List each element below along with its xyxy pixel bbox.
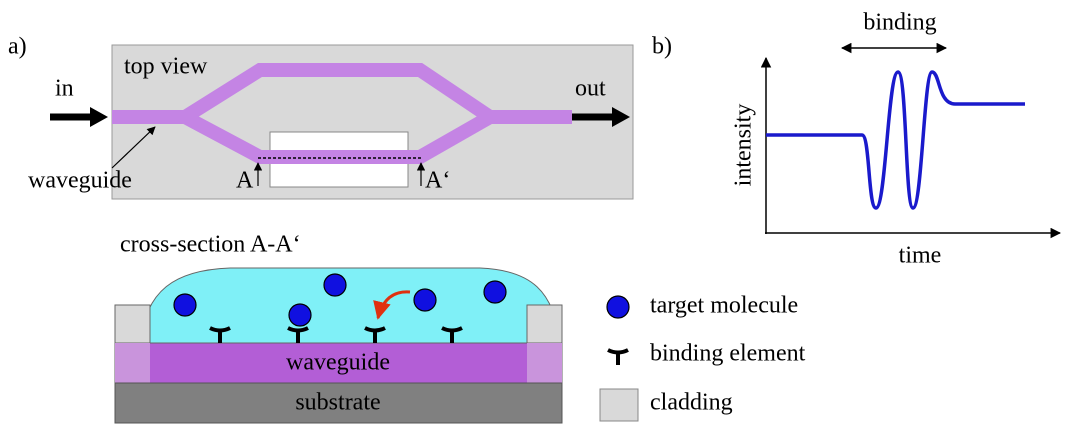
cladding-right [527,305,562,343]
legend-molecule [607,296,629,318]
page: a) top view in out waveguide A A‘ cross-… [0,0,1065,425]
panel-label: a) [8,34,27,60]
molecule [174,294,196,316]
binding-annotation: binding [863,10,936,36]
intensity-curve [766,72,1025,208]
y-axis-label: intensity [731,104,757,187]
marker-left: A [236,168,254,194]
figure: a) top view in out waveguide A A‘ cross-… [0,0,1065,425]
output-label: out [575,76,606,102]
waveguide-clad-left [115,343,150,383]
legend-label: binding element [650,341,806,367]
molecule [414,289,436,311]
legend-binding-element [608,350,628,365]
panel-label: b) [652,34,672,60]
legend-cladding [600,389,638,421]
legend-label: cladding [650,390,733,416]
waveguide-label: waveguide [28,168,132,194]
molecule [289,304,311,326]
input-label: in [55,76,74,102]
molecule [484,281,506,303]
waveguide-layer-label: waveguide [286,350,390,376]
cladding-left [115,305,150,343]
substrate-label: substrate [295,390,380,416]
analyte-solution [140,268,560,345]
top-view-title: top view [124,54,208,80]
molecule [324,274,346,296]
cross-section-title: cross-section A-A‘ [120,232,301,258]
waveguide-clad-right [527,343,562,383]
x-axis-label: time [899,243,942,269]
input-arrowhead [90,107,108,127]
legend-label: target molecule [650,293,798,319]
marker-right: A‘ [425,168,450,194]
